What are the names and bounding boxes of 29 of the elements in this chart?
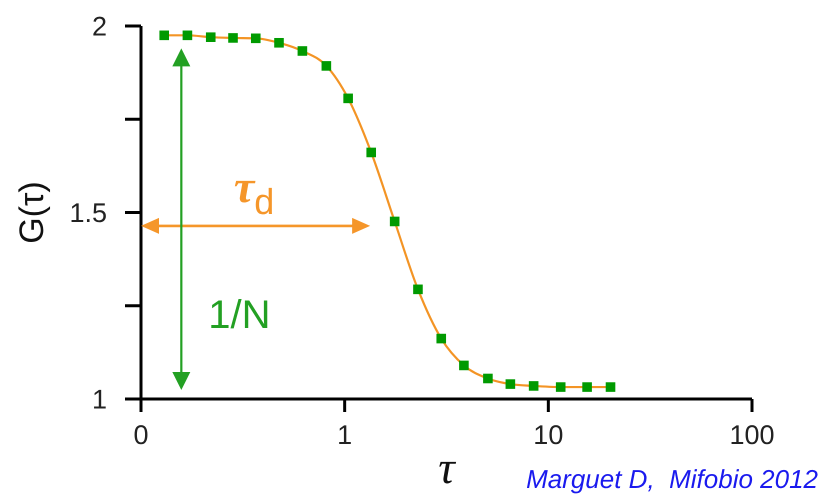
point (436, 334, 446, 344)
point (182, 30, 192, 40)
point (413, 284, 423, 294)
point (390, 216, 400, 226)
x-tick-label: 100 (729, 420, 775, 450)
point (228, 33, 238, 43)
y-tick-label: 2 (92, 12, 107, 42)
y-axis-title: G(τ) (13, 181, 51, 244)
point (483, 374, 493, 384)
point (366, 148, 376, 158)
x-axis-title: τ (438, 442, 456, 493)
point (274, 38, 284, 48)
point (159, 30, 170, 40)
point (298, 46, 308, 56)
x-tick-label: 10 (533, 420, 564, 450)
point (528, 381, 538, 391)
point (343, 94, 353, 104)
point (459, 360, 469, 370)
point (206, 32, 216, 42)
point (506, 379, 516, 389)
x-tick-label: 1 (337, 420, 352, 450)
text: Marguet D, Mifobio 2012 (526, 464, 819, 494)
y-tick-label: 1.5 (69, 198, 107, 228)
x-tick-label: 0 (133, 420, 149, 450)
annotation: τ$_{d}$ (234, 161, 274, 222)
point (322, 61, 332, 71)
y-tick-label: 1 (92, 384, 107, 415)
annotation: 1/N (208, 293, 270, 338)
point (250, 34, 261, 44)
